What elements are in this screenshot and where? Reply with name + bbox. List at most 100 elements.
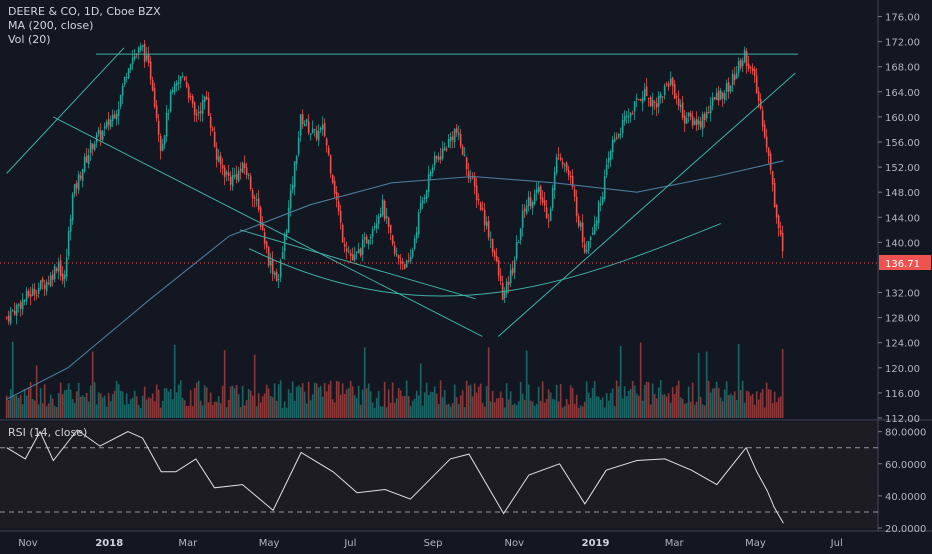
candle-body	[677, 98, 680, 106]
candle-body	[117, 108, 120, 117]
candle-body	[369, 236, 372, 239]
volume-bar	[71, 399, 74, 418]
volume-bar	[207, 402, 210, 418]
volume-bar	[139, 407, 142, 418]
volume-bar	[357, 385, 360, 418]
volume-bar	[99, 393, 102, 418]
candle-body	[707, 112, 710, 114]
volume-bar	[191, 406, 194, 418]
volume-bar	[211, 404, 214, 418]
volume-bar	[541, 381, 544, 418]
volume-bar	[215, 401, 218, 418]
volume-bar	[7, 400, 10, 418]
candle-body	[585, 249, 588, 252]
candle-body	[397, 255, 400, 259]
volume-bar	[19, 394, 22, 418]
candle-body	[65, 257, 68, 277]
trend-line[interactable]	[239, 229, 476, 300]
volume-bar	[677, 380, 680, 418]
candle-body	[163, 135, 166, 145]
volume-bar	[591, 387, 594, 418]
candle-body	[615, 136, 618, 139]
candle-body	[389, 224, 392, 233]
candle-body	[91, 144, 94, 150]
candle-body	[391, 235, 394, 244]
volume-bar	[27, 387, 30, 418]
candle-body	[169, 91, 172, 112]
volume-bar	[25, 395, 28, 418]
volume-bar	[567, 404, 570, 418]
volume-bar	[475, 392, 478, 418]
candle-body	[599, 204, 602, 206]
last-price-label-bg	[879, 255, 931, 271]
candle-body	[565, 162, 568, 171]
time-tick-label: 2019	[582, 538, 610, 549]
candle-body	[113, 114, 116, 119]
trend-line[interactable]	[6, 47, 125, 174]
last-price-label: 136.71	[885, 259, 920, 270]
volume-bar	[101, 397, 104, 418]
candle-body	[79, 175, 82, 179]
volume-bar	[237, 394, 240, 418]
candle-body	[323, 122, 326, 137]
rsi-tick-label: 60.0000	[885, 460, 926, 471]
volume-bar	[339, 394, 342, 418]
candle-body	[515, 241, 518, 259]
volume-bar	[551, 399, 554, 418]
volume-bar	[599, 399, 602, 418]
volume-bar	[287, 389, 290, 418]
volume-bar	[429, 391, 432, 418]
volume-bar	[537, 386, 540, 418]
candle-body	[583, 243, 586, 253]
price-tick-label: 164.00	[885, 88, 920, 99]
trend-line[interactable]	[497, 72, 796, 337]
candle-body	[87, 154, 90, 165]
volume-bar	[381, 406, 384, 418]
volume-bar	[549, 392, 552, 418]
trend-line[interactable]	[53, 116, 483, 337]
candle-body	[457, 132, 460, 136]
candle-body	[773, 182, 776, 207]
volume-bar	[687, 386, 690, 418]
volume-bar	[243, 405, 246, 418]
cup-arc[interactable]	[248, 223, 721, 297]
candle-body	[21, 299, 24, 310]
candle-body	[753, 69, 756, 76]
volume-bar	[485, 386, 488, 418]
volume-bar	[145, 399, 148, 418]
candle-body	[99, 130, 102, 140]
candle-body	[241, 162, 244, 173]
candle-body	[195, 114, 198, 116]
symbol-title[interactable]: DEERE & CO, 1D, Cboe BZX	[8, 5, 161, 18]
volume-bar	[41, 403, 44, 418]
volume-bar	[389, 402, 392, 418]
candle-body	[379, 213, 382, 218]
volume-bar	[587, 392, 590, 418]
candle-body	[659, 93, 662, 99]
volume-indicator-label[interactable]: Vol (20)	[8, 33, 51, 46]
volume-bar	[555, 384, 558, 418]
candle-body	[481, 208, 484, 210]
volume-bar	[657, 387, 660, 418]
candle-body	[517, 242, 520, 244]
candle-body	[167, 113, 170, 115]
volume-bar	[151, 393, 154, 418]
rsi-indicator-label[interactable]: RSI (14, close)	[8, 426, 88, 439]
candle-body	[765, 136, 768, 148]
candle-body	[527, 196, 530, 207]
candle-body	[71, 193, 74, 221]
candle-body	[579, 222, 582, 227]
volume-bar	[685, 402, 688, 418]
candle-body	[13, 310, 16, 315]
candle-body	[541, 197, 544, 203]
volume-bar	[227, 399, 230, 418]
ma-indicator-label[interactable]: MA (200, close)	[8, 19, 94, 32]
candle-body	[299, 114, 302, 136]
candle-body	[243, 163, 246, 168]
volume-bar	[669, 402, 672, 418]
time-tick-label: Mar	[178, 538, 198, 549]
volume-bar	[623, 386, 626, 418]
volume-bar	[107, 392, 110, 418]
